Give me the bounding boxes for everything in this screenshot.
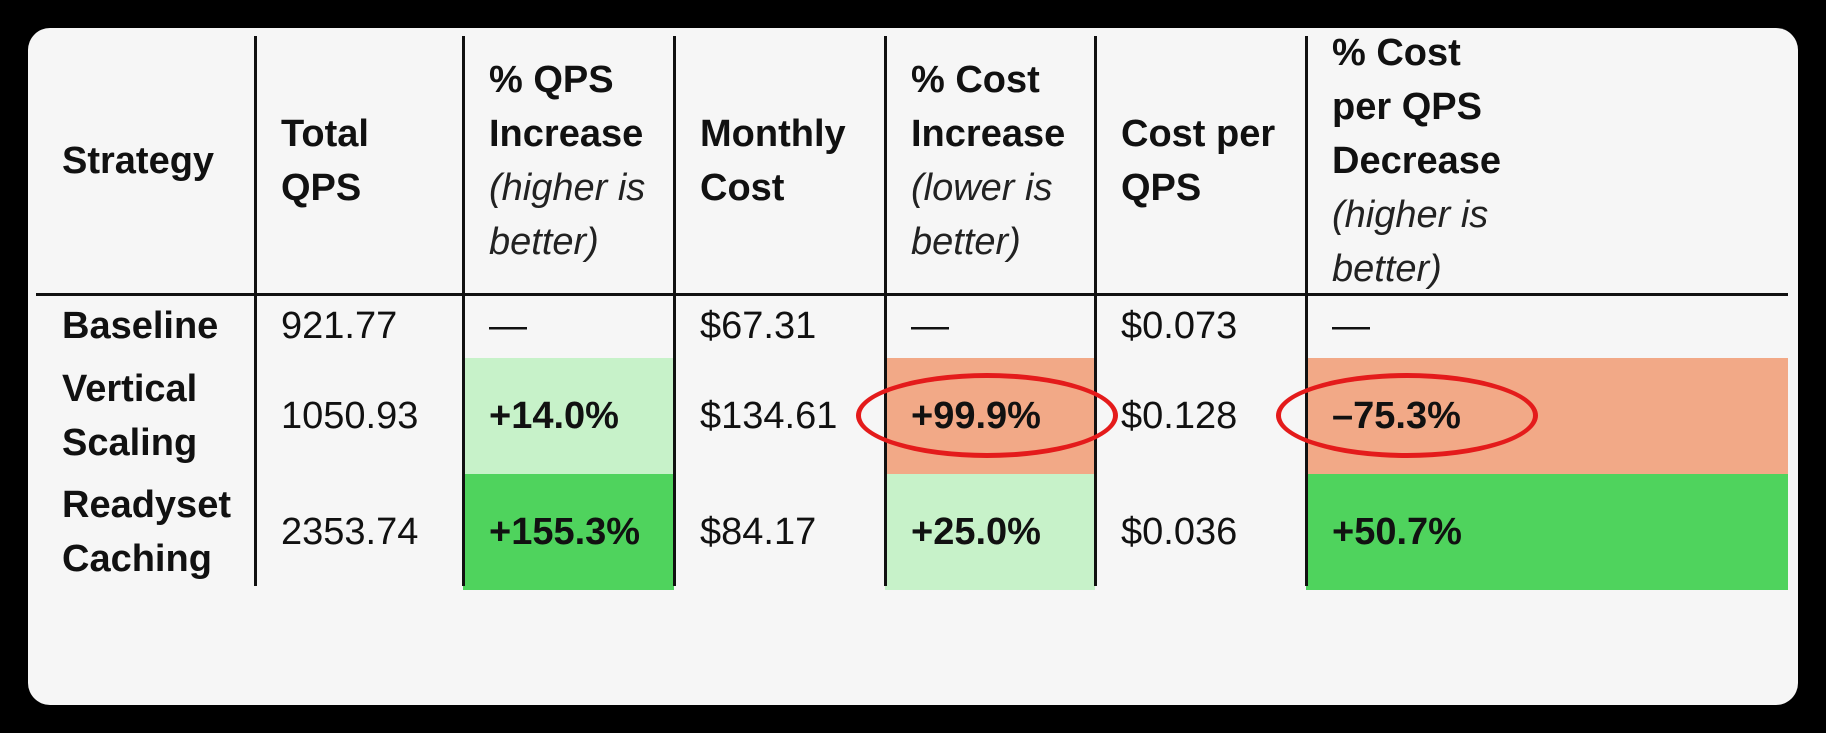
- column-header-line: % QPS: [489, 59, 614, 101]
- table-cell: $67.31: [700, 304, 817, 347]
- column-header: Monthly Cost: [674, 28, 885, 294]
- column-header-line: Increase: [911, 113, 1066, 155]
- column-header-line: per QPS: [1332, 86, 1482, 128]
- column-header-line: Cost: [700, 167, 785, 209]
- column-header-note: better): [1332, 248, 1442, 290]
- column-header: % QPS Increase (higher is better): [463, 28, 674, 294]
- annotation-circle: [1276, 373, 1538, 458]
- column-header-line: QPS: [1121, 167, 1202, 209]
- column-header-line: Increase: [489, 113, 644, 155]
- column-header: % Cost per QPS Decrease (higher is better): [1306, 28, 1788, 294]
- row-label: Readyset Caching: [36, 474, 255, 590]
- column-header-note: better): [911, 221, 1021, 263]
- row-label: Vertical Scaling: [36, 358, 255, 474]
- column-header-note: (lower is: [911, 167, 1053, 209]
- column-header-line: % Cost: [911, 59, 1040, 101]
- table-cell: $134.61: [700, 394, 838, 437]
- column-header: Strategy: [36, 28, 255, 294]
- table-cell: $0.073: [1121, 304, 1238, 347]
- table-cell: $84.17: [700, 510, 817, 553]
- column-header-note: (higher is: [489, 167, 646, 209]
- table-cell: +14.0%: [463, 358, 674, 474]
- column-header: Total QPS: [255, 28, 463, 294]
- header-divider: [36, 293, 1788, 296]
- table-cell: 1050.93: [281, 394, 419, 437]
- column-divider: [462, 36, 465, 586]
- table-cell: —: [489, 304, 527, 347]
- table-cell: +155.3%: [463, 474, 674, 590]
- table-cell: 2353.74: [281, 510, 419, 553]
- row-label-line: Scaling: [62, 422, 198, 464]
- column-header-line: QPS: [281, 167, 362, 209]
- table-cell: —: [1332, 304, 1370, 347]
- table-cell: +50.7%: [1306, 474, 1788, 590]
- table-cell: 921.77: [281, 304, 398, 347]
- column-header-note: better): [489, 221, 599, 263]
- table-cell: $0.036: [1121, 510, 1238, 553]
- column-header-line: Monthly: [700, 113, 846, 155]
- column-divider: [254, 36, 257, 586]
- comparison-card: Strategy Total QPS % QPS Increase (higher is b…: [28, 28, 1798, 705]
- row-label: Baseline: [36, 294, 255, 358]
- annotation-circle: [856, 373, 1118, 458]
- row-label-line: Baseline: [62, 305, 219, 347]
- table-cell: +25.0%: [885, 474, 1095, 590]
- row-label-line: Vertical: [62, 368, 198, 410]
- table-cell: $0.128: [1121, 394, 1238, 437]
- column-divider: [884, 36, 887, 586]
- column-header-line: Decrease: [1332, 140, 1502, 182]
- comparison-table: Strategy Total QPS % QPS Increase (higher is b…: [36, 28, 1788, 705]
- column-header: % Cost Increase (lower is better): [885, 28, 1095, 294]
- column-header-line: Total: [281, 113, 369, 155]
- column-header: Cost per QPS: [1095, 28, 1306, 294]
- column-header-note: (higher is: [1332, 194, 1489, 236]
- column-divider: [1094, 36, 1097, 586]
- row-label-line: Readyset: [62, 484, 231, 526]
- column-header-line: % Cost: [1332, 32, 1461, 74]
- column-divider: [1305, 36, 1308, 586]
- row-label-line: Caching: [62, 538, 212, 580]
- column-divider: [673, 36, 676, 586]
- column-header-line: Cost per: [1121, 113, 1276, 155]
- table-cell: —: [911, 304, 949, 347]
- column-header-line: Strategy: [62, 140, 215, 182]
